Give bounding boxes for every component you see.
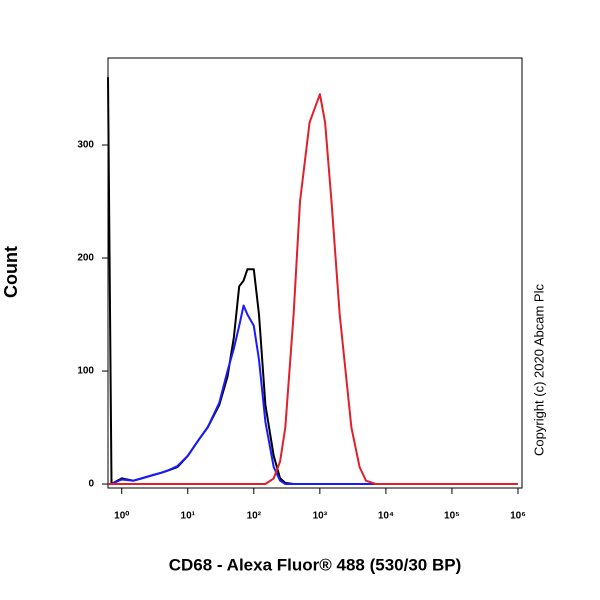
plot-frame [107, 57, 523, 489]
y-tick-label: 100 [77, 366, 94, 377]
x-tick-label: 10² [247, 511, 262, 522]
series-line [107, 77, 518, 485]
x-tick-label: 10³ [313, 511, 328, 522]
y-axis-label: Count [1, 246, 21, 298]
y-tick-label: 0 [88, 479, 94, 490]
x-tick-label: 10⁵ [444, 511, 460, 522]
x-tick-label: 10⁰ [114, 511, 129, 522]
y-tick-label: 200 [77, 253, 94, 264]
y-tick-label: 300 [77, 140, 94, 151]
x-axis-label: CD68 - Alexa Fluor® 488 (530/30 BP) [169, 555, 462, 574]
x-tick-label: 10¹ [181, 511, 196, 522]
series-line [108, 304, 518, 485]
series-line [108, 93, 518, 485]
x-tick-label: 10⁶ [510, 511, 526, 522]
copyright: Copyright (c) 2020 Abcam Plc [531, 284, 546, 456]
x-tick-label: 10⁴ [378, 511, 394, 522]
